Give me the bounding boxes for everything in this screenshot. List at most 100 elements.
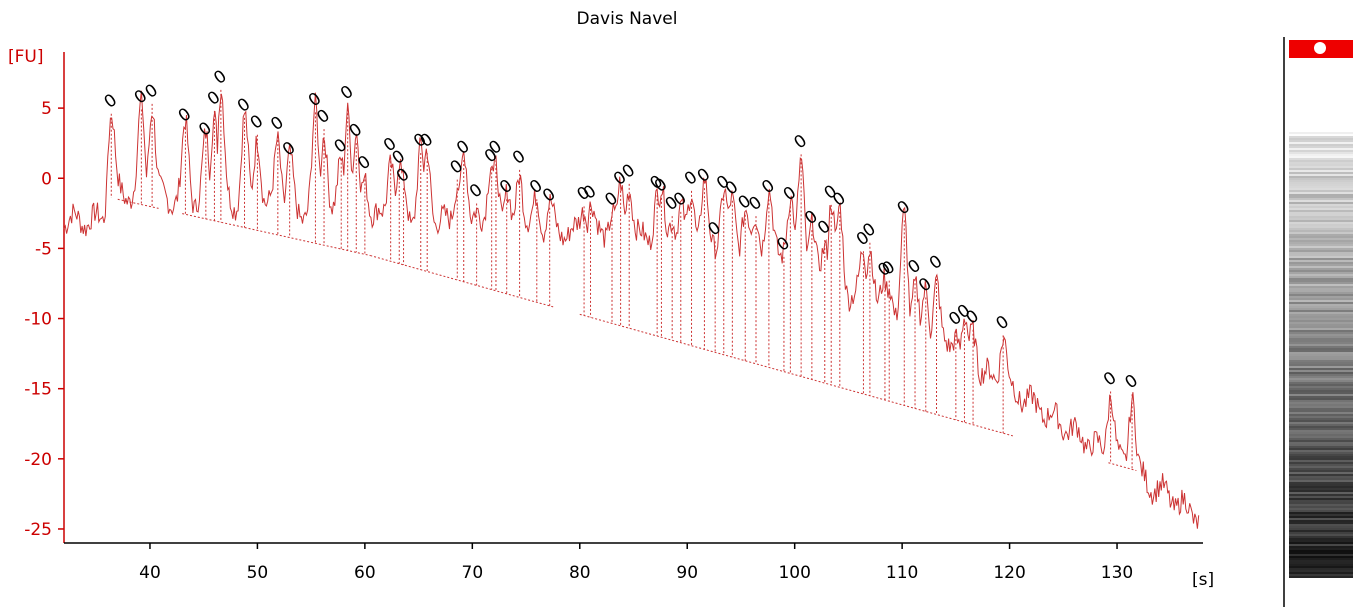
gel-band (1289, 136, 1353, 138)
gel-band (1289, 272, 1353, 274)
gel-band (1289, 330, 1353, 332)
gel-band (1289, 506, 1353, 508)
gel-band (1289, 426, 1353, 428)
gel-band (1289, 268, 1353, 270)
gel-band (1289, 496, 1353, 498)
gel-band (1289, 404, 1353, 406)
gel-band (1289, 210, 1353, 212)
gel-band (1289, 388, 1353, 390)
peak-marker: 0 (926, 251, 946, 274)
gel-band (1289, 528, 1353, 530)
gel-band (1289, 368, 1353, 370)
gel-band (1289, 244, 1353, 246)
gel-band (1289, 478, 1353, 480)
gel-band (1289, 234, 1353, 236)
gel-band (1289, 460, 1353, 462)
gel-band (1289, 188, 1353, 190)
gel-band (1289, 310, 1353, 312)
gel-band (1289, 202, 1353, 204)
gel-band (1289, 566, 1353, 568)
gel-band (1289, 314, 1353, 316)
gel-band (1289, 352, 1353, 354)
gel-band (1289, 304, 1353, 306)
gel-band (1289, 176, 1353, 178)
gel-band (1289, 306, 1353, 308)
gel-band (1289, 372, 1353, 374)
gel-band (1289, 198, 1353, 200)
baseline-segment (579, 313, 1013, 437)
peak-marker: 0 (247, 111, 267, 134)
gel-band (1289, 284, 1353, 286)
gel-band (1289, 560, 1353, 562)
gel-band (1289, 196, 1353, 198)
gel-band (1289, 166, 1353, 168)
peak-marker: 0 (539, 184, 559, 207)
gel-band (1289, 434, 1353, 436)
peak-marker: 0 (791, 131, 811, 154)
gel-band (1289, 476, 1353, 478)
gel-band (1289, 382, 1353, 384)
gel-band (1289, 542, 1353, 544)
gel-band (1289, 510, 1353, 512)
gel-band (1289, 184, 1353, 186)
gel-band (1289, 308, 1353, 310)
peak-marker: 0 (915, 274, 935, 297)
gel-band (1289, 260, 1353, 262)
gel-band (1289, 400, 1353, 402)
gel-band (1289, 512, 1353, 514)
gel-band (1289, 554, 1353, 556)
peak-marker: 0 (814, 216, 834, 239)
gel-band (1289, 156, 1353, 158)
gel-band (1289, 318, 1353, 320)
gel-band (1289, 532, 1353, 534)
gel-band (1289, 348, 1353, 350)
x-tick-label: 80 (569, 563, 591, 583)
gel-band (1289, 546, 1353, 548)
gel-band (1289, 324, 1353, 326)
y-tick-label: 0 (41, 169, 52, 189)
gel-band (1289, 276, 1353, 278)
gel-band (1289, 274, 1353, 276)
signal-trace (63, 90, 1200, 529)
gel-band (1289, 550, 1353, 552)
gel-band (1289, 338, 1353, 340)
gel-band (1289, 492, 1353, 494)
gel-band (1289, 408, 1353, 410)
gel-band (1289, 242, 1353, 244)
gel-band (1289, 522, 1353, 524)
gel-band (1289, 398, 1353, 400)
gel-band (1289, 366, 1353, 368)
baseline-segment (117, 198, 159, 209)
gel-band (1289, 150, 1353, 152)
peak-marker: 0 (894, 197, 914, 220)
gel-band (1289, 444, 1353, 446)
gel-band (1289, 432, 1353, 434)
gel-band (1289, 212, 1353, 214)
peak-marker: 0 (705, 218, 725, 241)
peak-marker: 0 (279, 138, 299, 161)
gel-band (1289, 152, 1353, 154)
gel-band (1289, 278, 1353, 280)
gel-band (1289, 162, 1353, 164)
gel-band (1289, 132, 1353, 134)
peak-marker: 0 (773, 233, 793, 256)
gel-band (1289, 358, 1353, 360)
gel-band (1289, 138, 1353, 140)
x-tick-label: 50 (247, 563, 269, 583)
gel-band (1289, 258, 1353, 260)
y-tick-label: -15 (24, 380, 52, 400)
gel-band (1289, 410, 1353, 412)
gel-band (1289, 164, 1353, 166)
x-tick-label: 120 (993, 563, 1025, 583)
gel-band (1289, 204, 1353, 206)
gel-band (1289, 180, 1353, 182)
gel-band (1289, 530, 1353, 532)
gel-band (1289, 422, 1353, 424)
gel-band (1289, 502, 1353, 504)
gel-band (1289, 364, 1353, 366)
gel-band (1289, 246, 1353, 248)
peak-marker: 0 (1100, 368, 1120, 391)
peak-marker: 0 (509, 146, 529, 169)
